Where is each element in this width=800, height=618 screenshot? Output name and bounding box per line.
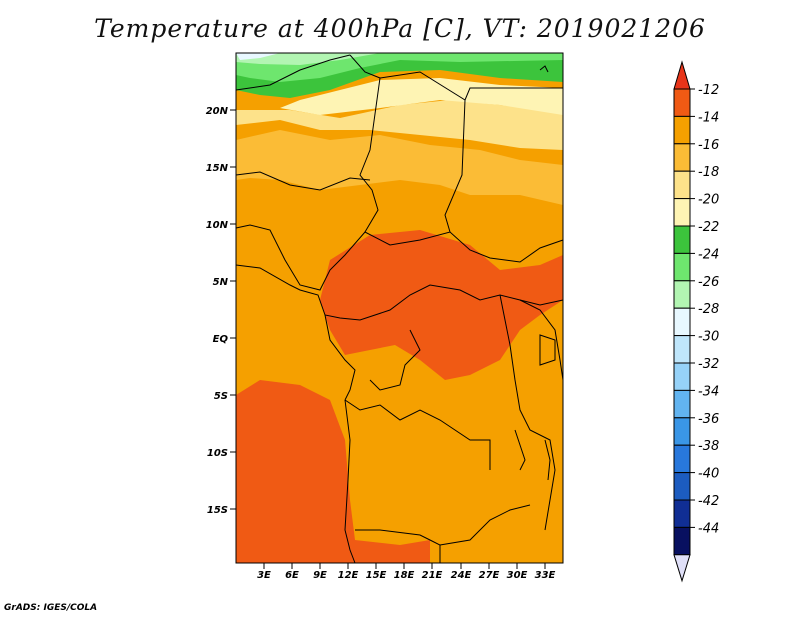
colorbar-swatch (673, 198, 691, 227)
pale-band (280, 78, 563, 115)
colorbar-label: -32 (698, 357, 719, 372)
colorbar-label: -26 (698, 275, 719, 290)
coast-nile (539, 65, 549, 73)
x-axis: 3E 6E 9E 12E 15E 18E 21E 24E 27E 30E 33E (257, 563, 556, 581)
x-tick-label: 33E (535, 570, 556, 581)
colorbar-label: -20 (698, 193, 719, 208)
border-sahel (235, 171, 371, 191)
lake-tanganyika (514, 429, 526, 471)
footer-credit: GrADS: IGES/COLA (4, 603, 98, 613)
colorbar-swatch (673, 143, 691, 172)
y-tick-label: 10S (207, 448, 228, 459)
colorbar-swatch (673, 444, 691, 474)
x-tick-label: 12E (338, 570, 359, 581)
lake-malawi (544, 439, 551, 481)
country-borders (235, 54, 564, 564)
border-east-1 (499, 294, 556, 531)
colorbar-label: -28 (698, 302, 719, 317)
border-north-1 (235, 54, 351, 91)
colorbar-label: -44 (698, 521, 719, 536)
colorbar-swatch (673, 170, 691, 200)
cool-band (236, 100, 563, 150)
colorbar-swatch (673, 526, 691, 556)
border-west-coast (344, 399, 356, 564)
border-east-2 (519, 299, 564, 381)
colorbar-swatch (673, 115, 691, 145)
warm-core-southwest (236, 380, 430, 563)
lake-victoria (539, 334, 556, 366)
colorbar-label: -30 (698, 330, 719, 345)
colorbar-label: -22 (698, 220, 719, 235)
x-tick-label: 24E (451, 570, 472, 581)
colorbar-swatch (673, 88, 691, 117)
border-north-2 (349, 54, 381, 233)
x-tick-label: 18E (394, 570, 415, 581)
border-central (235, 224, 564, 291)
colorbar-swatch (673, 362, 691, 391)
border-coast-gulf (235, 264, 564, 321)
pale-blue-spot (236, 53, 280, 60)
x-tick-label: 9E (313, 570, 327, 581)
colorbar-bottom-arrow (673, 554, 691, 583)
map-title: Temperature at 400hPa [C], VT: 201902120… (94, 14, 706, 43)
x-tick-label: 27E (479, 570, 500, 581)
colorbar-swatch (673, 417, 691, 446)
border-zambia (439, 504, 531, 546)
x-tick-label: 30E (507, 570, 528, 581)
x-tick-label: 3E (257, 570, 271, 581)
colorbar: -12 -14 -16 -18 -20 -22 -24 -26 -28 -30 -32 -34 -36 -… (673, 60, 719, 583)
y-axis: 20N 15N 10N 5N EQ 5S 10S 15S (206, 106, 236, 516)
colorbar-label: -14 (698, 110, 719, 125)
colorbar-swatch (673, 499, 691, 528)
colorbar-swatch (673, 472, 691, 501)
colorbar-label: -36 (698, 412, 719, 427)
map-frame (235, 52, 564, 564)
colorbar-swatch (673, 307, 691, 337)
y-tick-label: 20N (206, 106, 229, 117)
colorbar-swatch (673, 335, 691, 364)
x-tick-label: 21E (422, 570, 443, 581)
border-drc-1 (369, 329, 421, 391)
colorbar-swatch (673, 252, 691, 282)
x-tick-label: 6E (285, 570, 299, 581)
colorbar-label: -34 (698, 384, 719, 399)
y-tick-label: 5N (213, 277, 229, 288)
colorbar-swatch (673, 280, 691, 309)
x-tick-label: 15E (366, 570, 387, 581)
colorbar-label: -16 (698, 138, 719, 153)
y-tick-label: 15N (206, 163, 229, 174)
y-tick-label: 5S (214, 391, 228, 402)
border-congo-1 (324, 314, 356, 401)
border-angola (344, 399, 491, 470)
colorbar-top-arrow (673, 60, 691, 90)
colorbar-label: -42 (698, 494, 719, 509)
colorbar-label: -18 (698, 165, 719, 180)
colorbar-label: -12 (698, 83, 719, 98)
colorbar-swatch (673, 225, 691, 254)
y-tick-label: EQ (213, 334, 229, 345)
colorbar-swatch (673, 389, 691, 419)
border-north-4 (464, 87, 563, 101)
colorbar-label: -40 (698, 467, 719, 482)
colorbar-label: -24 (698, 247, 719, 262)
colorbar-label: -38 (698, 439, 719, 454)
border-namibia (355, 529, 441, 563)
y-tick-label: 10N (206, 220, 229, 231)
warm-core-north (320, 230, 563, 380)
mild-band (236, 130, 563, 205)
y-tick-label: 15S (207, 505, 228, 516)
temperature-field (236, 53, 563, 563)
border-north-3 (379, 71, 466, 233)
